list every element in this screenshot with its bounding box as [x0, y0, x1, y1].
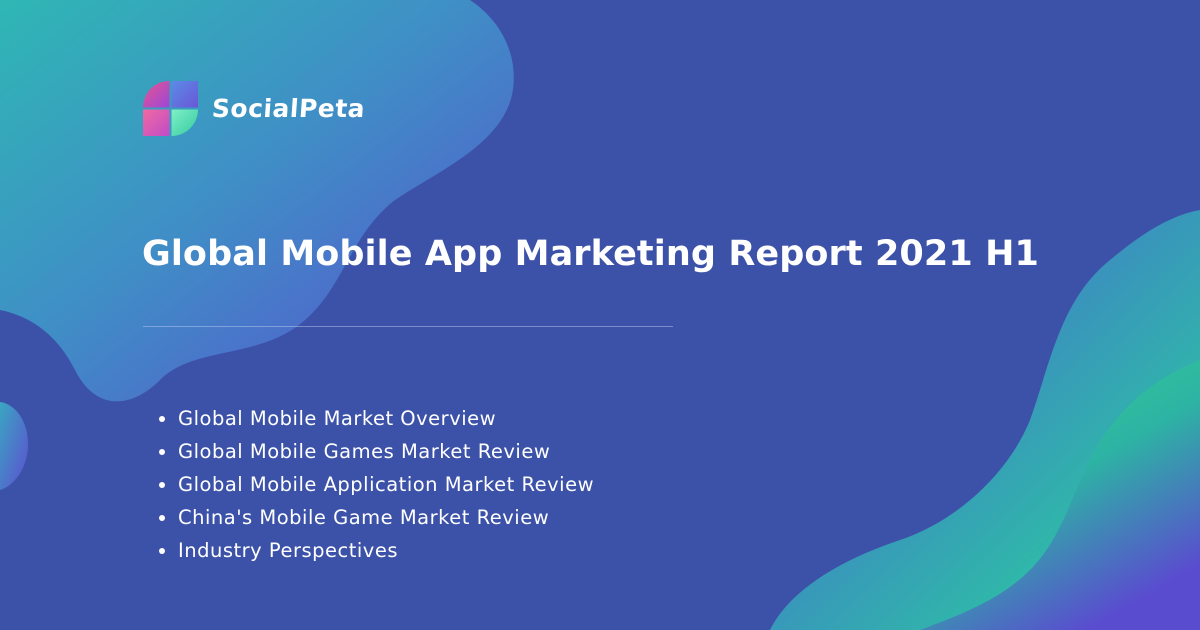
bullet-dot-icon	[159, 449, 165, 455]
blob-bottom-right-front	[920, 360, 1200, 630]
topic-label: Global Mobile Games Market Review	[178, 440, 551, 463]
report-title: Global Mobile App Marketing Report 2021 …	[142, 234, 1039, 274]
topic-label: Global Mobile Market Overview	[178, 407, 497, 430]
bullet-dot-icon	[159, 482, 165, 488]
socialpeta-logo-icon	[143, 81, 198, 136]
bullet-dot-icon	[159, 548, 165, 554]
brand-logo[interactable]: SocialPeta	[143, 81, 367, 136]
blob-left-small	[0, 402, 28, 490]
topic-label: China's Mobile Game Market Review	[178, 506, 550, 529]
brand-name: SocialPeta	[210, 94, 367, 123]
bullet-dot-icon	[159, 416, 165, 422]
blob-top-left	[0, 0, 514, 402]
list-item: Global Mobile Application Market Review	[158, 468, 594, 501]
list-item: Industry Perspectives	[158, 534, 594, 567]
title-divider	[143, 326, 673, 327]
topic-label: Industry Perspectives	[178, 539, 399, 562]
list-item: Global Mobile Market Overview	[158, 402, 594, 435]
list-item: China's Mobile Game Market Review	[158, 501, 594, 534]
topic-label: Global Mobile Application Market Review	[178, 473, 595, 496]
list-item: Global Mobile Games Market Review	[158, 435, 594, 468]
bullet-dot-icon	[159, 515, 165, 521]
topic-list: Global Mobile Market Overview Global Mob…	[158, 402, 594, 567]
